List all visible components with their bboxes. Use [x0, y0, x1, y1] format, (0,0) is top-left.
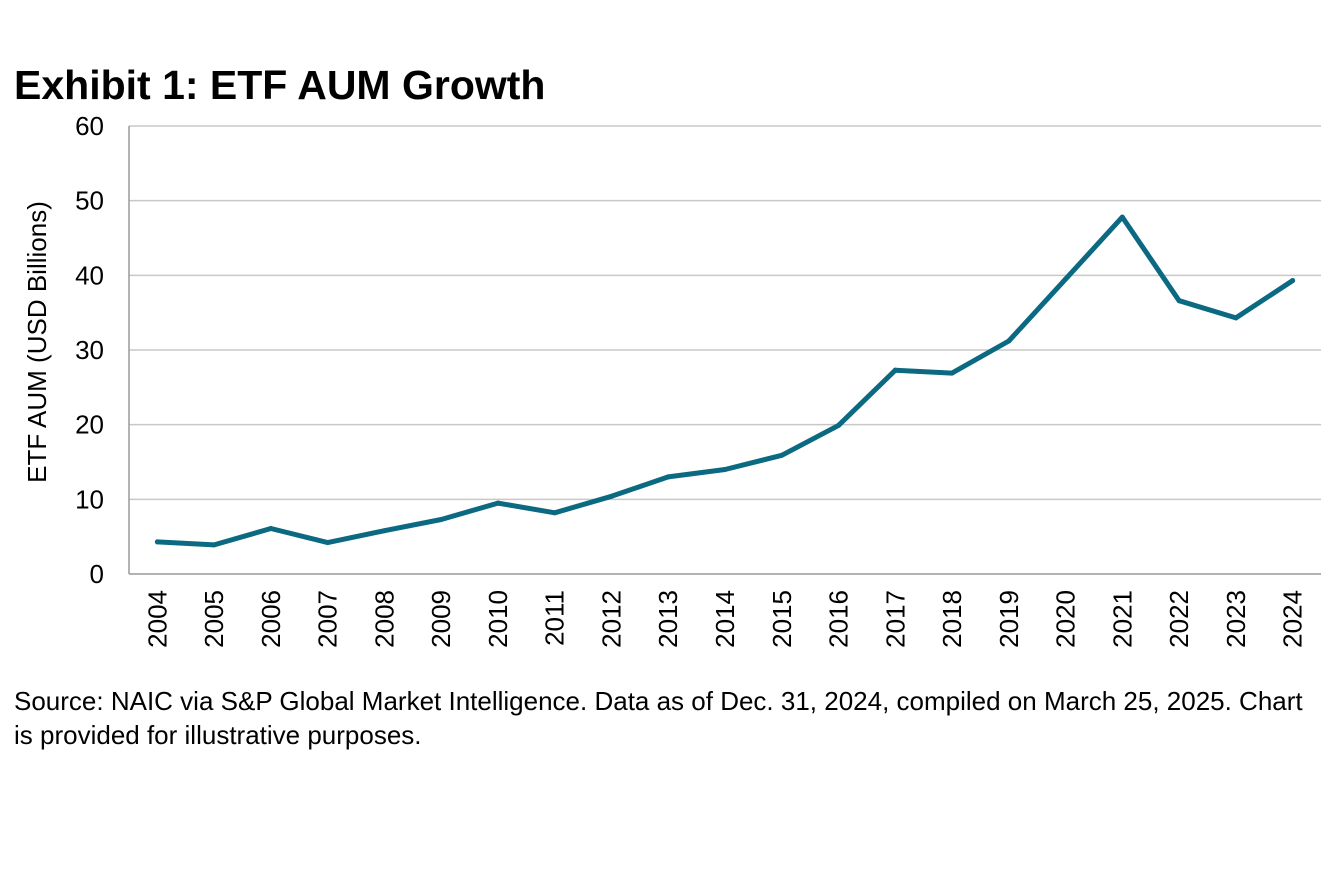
data-point-2017	[892, 367, 898, 373]
data-point-2006	[268, 525, 274, 531]
x-tick-label: 2015	[767, 590, 797, 648]
x-tick-label: 2017	[880, 590, 910, 648]
data-point-2013	[665, 474, 671, 480]
x-tick-label: 2005	[199, 590, 229, 648]
y-tick-label: 20	[75, 410, 104, 440]
chart-title: Exhibit 1: ETF AUM Growth	[14, 62, 546, 108]
data-point-2021	[1119, 214, 1125, 220]
x-tick-label: 2018	[937, 590, 967, 648]
data-point-2004	[154, 539, 160, 545]
x-tick-label: 2016	[824, 590, 854, 648]
data-point-2011	[552, 510, 558, 516]
data-point-2018	[949, 370, 955, 376]
x-tick-label: 2006	[256, 590, 286, 648]
data-point-2019	[1006, 338, 1012, 344]
y-tick-label: 60	[75, 111, 104, 141]
data-point-2008	[381, 528, 387, 534]
x-tick-label: 2009	[426, 590, 456, 648]
x-tick-label: 2010	[483, 590, 513, 648]
x-tick-label: 2008	[369, 590, 399, 648]
data-point-2010	[495, 500, 501, 506]
x-tick-label: 2013	[653, 590, 683, 648]
y-tick-label: 40	[75, 260, 104, 290]
series-line-0	[154, 214, 1296, 548]
x-tick-label: 2020	[1051, 590, 1081, 648]
series-layer	[154, 214, 1296, 548]
x-tick-label: 2012	[596, 590, 626, 648]
x-tick-label: 2024	[1278, 590, 1308, 648]
x-tick-label: 2022	[1164, 590, 1194, 648]
y-tick-label: 10	[75, 484, 104, 514]
y-axis-label: ETF AUM (USD Billions)	[22, 201, 52, 483]
x-tick-label: 2021	[1107, 590, 1137, 648]
y-tick-label: 50	[75, 186, 104, 216]
data-point-2015	[779, 452, 785, 458]
x-tick-label: 2004	[142, 590, 172, 648]
x-tick-label: 2023	[1221, 590, 1251, 648]
gridlines	[128, 125, 1321, 575]
data-point-2022	[1176, 298, 1182, 304]
data-point-2024	[1290, 278, 1296, 284]
data-point-2012	[608, 493, 614, 499]
x-tick-label: 2019	[994, 590, 1024, 648]
data-point-2007	[325, 540, 331, 546]
y-tick-label: 30	[75, 335, 104, 365]
source-note: Source: NAIC via S&P Global Market Intel…	[14, 686, 1303, 750]
data-point-2020	[1063, 276, 1069, 282]
x-tick-label: 2007	[313, 590, 343, 648]
data-point-2014	[722, 466, 728, 472]
data-point-2023	[1233, 315, 1239, 321]
data-point-2009	[438, 516, 444, 522]
y-tick-label: 0	[90, 559, 104, 589]
x-tick-label: 2011	[540, 590, 570, 646]
x-tick-labels: 2004 2005 2006 2007 2008 2009 2010 2011 2012 2013…	[142, 590, 1307, 648]
data-point-2016	[836, 422, 842, 428]
x-tick-label: 2014	[710, 590, 740, 648]
y-tick-labels: 0 10 20 30 40 50 60	[75, 111, 104, 589]
data-point-2005	[211, 542, 217, 548]
